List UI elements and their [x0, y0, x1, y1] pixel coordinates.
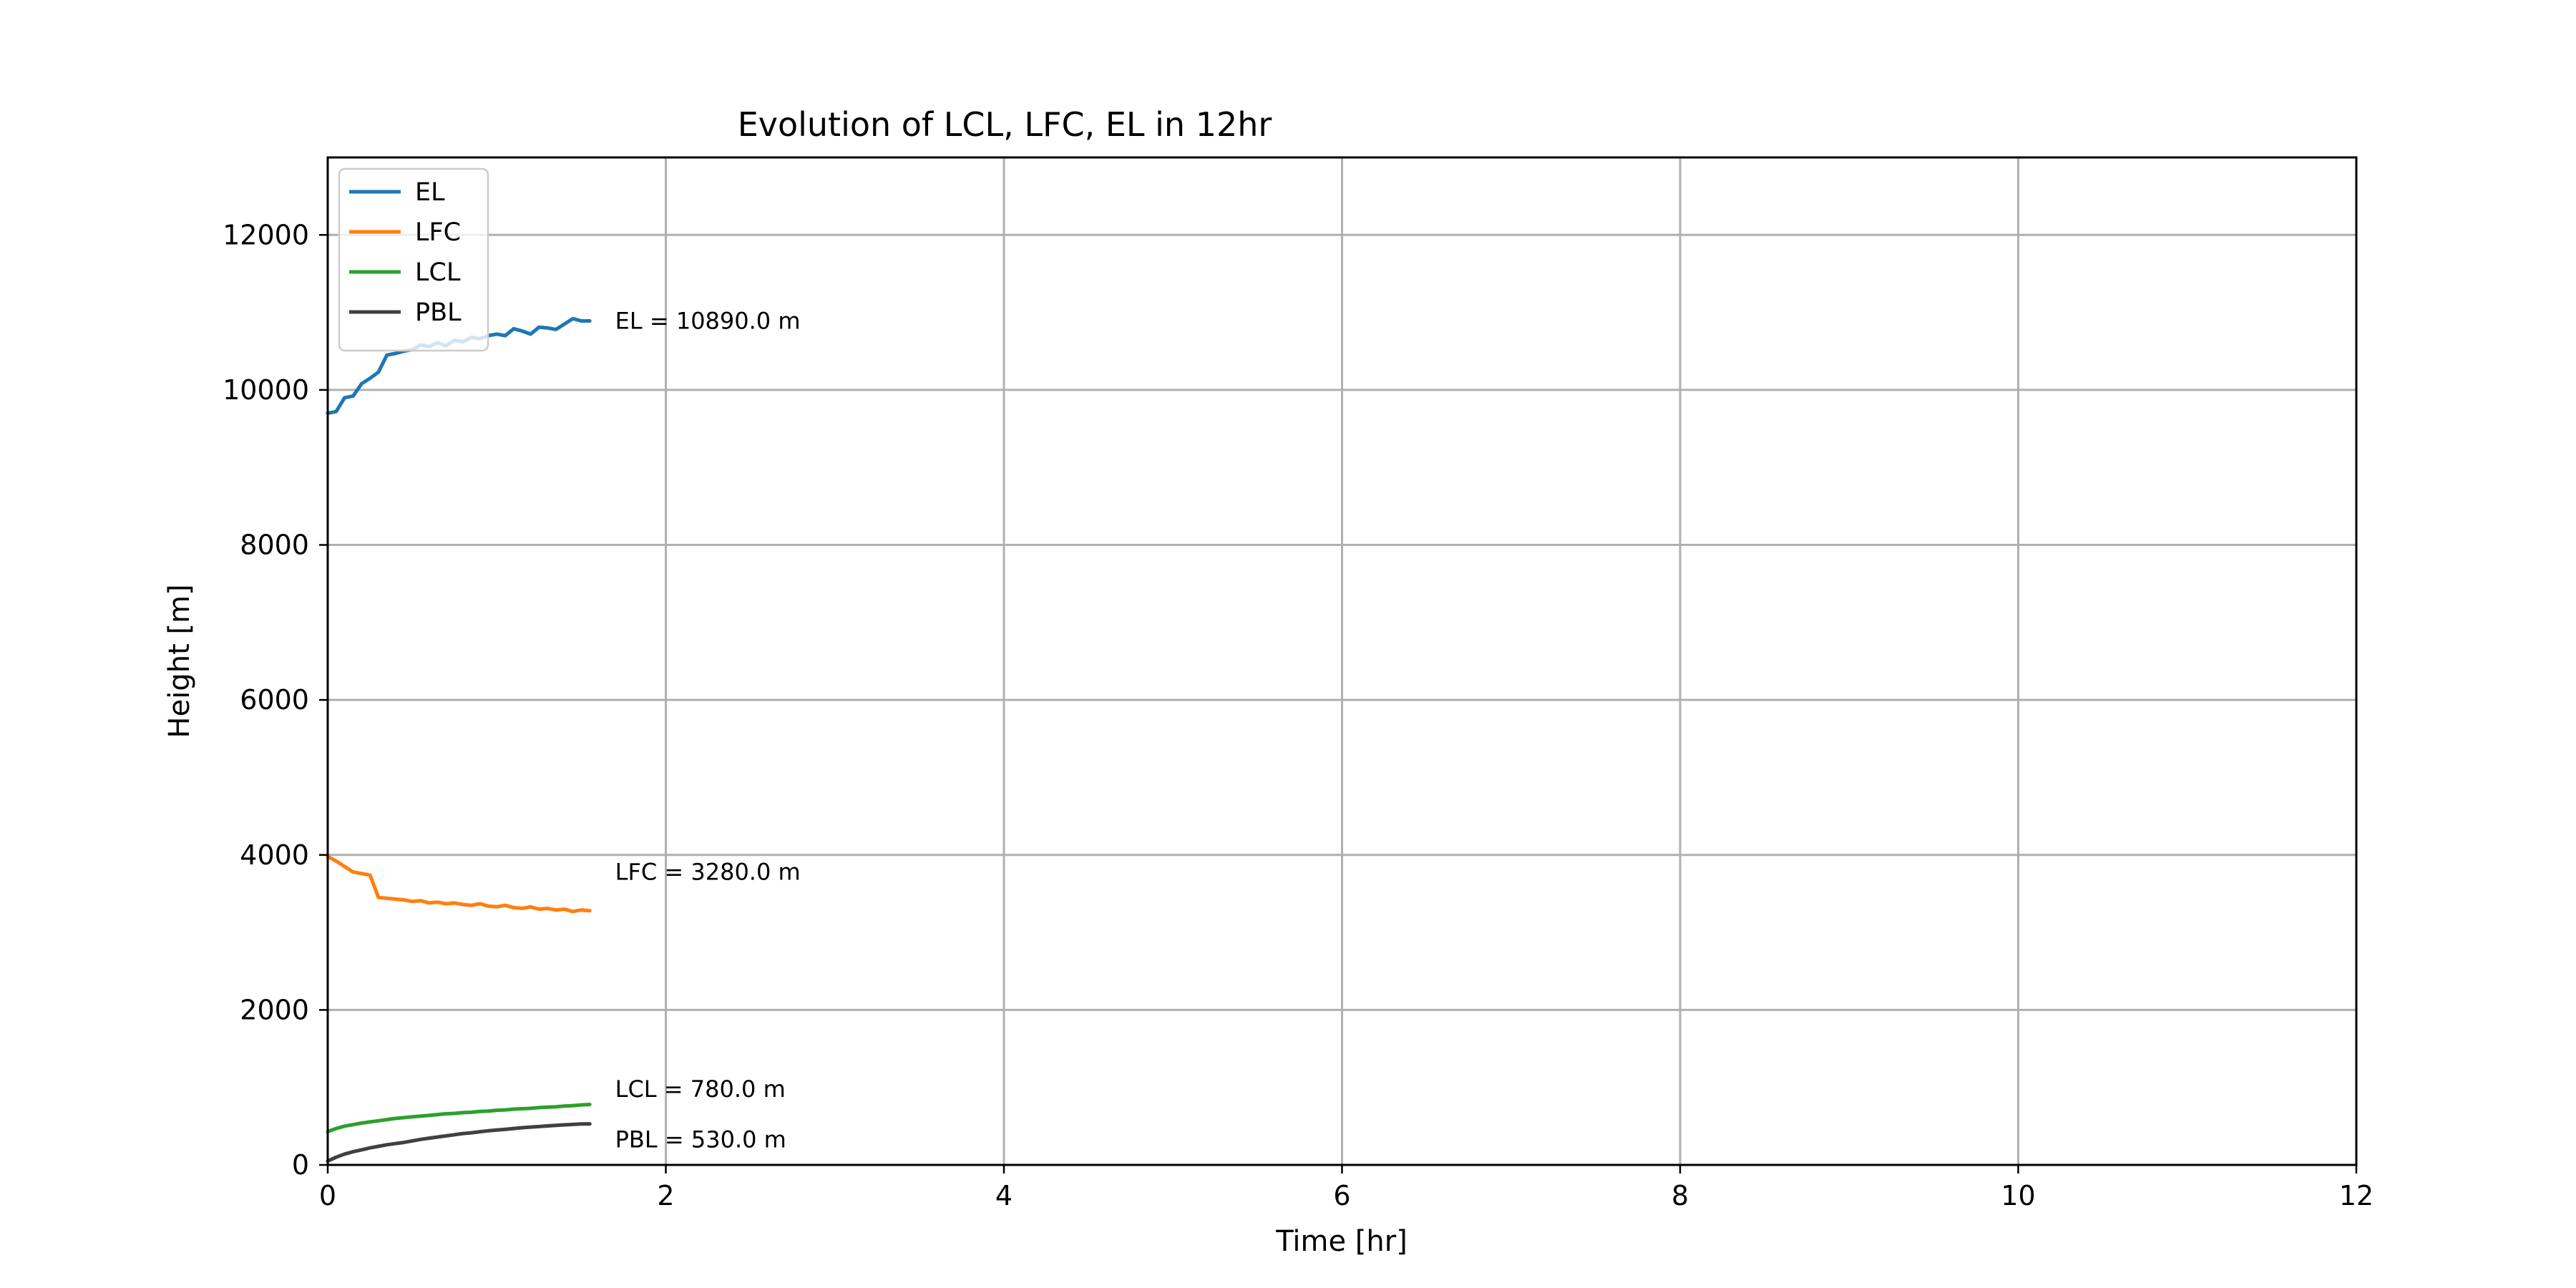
- legend-label: LCL: [415, 258, 461, 287]
- legend: EL LFC LCL PBL: [338, 167, 489, 352]
- x-tick-label: 8: [1672, 1180, 1689, 1211]
- y-tick-label: 4000: [240, 839, 309, 871]
- legend-label: LFC: [415, 218, 461, 247]
- annotation-label: LFC = 3280.0 m: [615, 859, 801, 886]
- x-tick-label: 4: [995, 1180, 1013, 1211]
- axis-ticks: 0 2 4 6 8 10 12 0 2000 4000 6000 8000 10000 12000: [223, 219, 2373, 1211]
- series-line-lcl: [326, 1103, 592, 1133]
- legend-label: EL: [415, 178, 445, 207]
- y-axis-label: Height [m]: [163, 584, 196, 738]
- y-tick-label: 10000: [223, 374, 309, 406]
- y-tick-label: 8000: [240, 530, 309, 561]
- annotation-label: PBL = 530.0 m: [615, 1126, 786, 1153]
- x-axis-label: Time [hr]: [1275, 1225, 1407, 1258]
- x-tick-label: 0: [319, 1180, 336, 1211]
- x-tick-label: 12: [2339, 1180, 2373, 1211]
- series-line-pbl: [326, 1122, 592, 1163]
- x-tick-label: 6: [1333, 1180, 1350, 1211]
- y-tick-label: 12000: [223, 219, 309, 250]
- chart-title: Evolution of LCL, LFC, EL in 12hr: [738, 105, 1272, 144]
- annotation-label: EL = 10890.0 m: [615, 308, 801, 335]
- y-tick-label: 6000: [240, 684, 309, 716]
- annotations: EL = 10890.0 m LFC = 3280.0 m LCL = 780.0 …: [615, 308, 801, 1153]
- annotation-label: LCL = 780.0 m: [615, 1075, 786, 1103]
- x-tick-label: 10: [2001, 1180, 2035, 1211]
- x-tick-label: 2: [657, 1180, 674, 1211]
- legend-label: PBL: [415, 298, 462, 327]
- legend-box: [338, 167, 489, 352]
- series-line-lfc: [326, 854, 592, 914]
- y-tick-label: 0: [292, 1149, 309, 1181]
- y-tick-label: 2000: [240, 994, 309, 1025]
